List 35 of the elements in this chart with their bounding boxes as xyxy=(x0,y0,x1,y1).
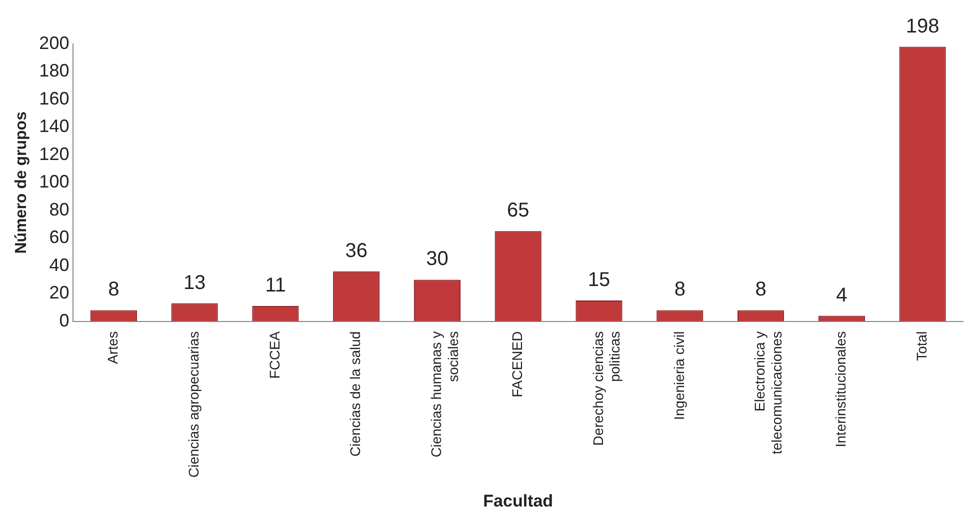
x-tick-label: FCCEA xyxy=(266,330,282,379)
x-tick-label: Derechoy ciencias politicas xyxy=(590,331,623,446)
y-tick-label: 0 xyxy=(59,310,70,330)
x-tick-label: Artes xyxy=(104,331,121,364)
x-tick-label: Electronica y telecomunicaciones xyxy=(752,331,784,454)
x-tick-label: Total xyxy=(913,331,930,361)
y-tick-label: 20 xyxy=(49,282,70,303)
x-tick-label: Ingenieria civil xyxy=(670,331,687,420)
data-label: 30 xyxy=(426,248,448,270)
x-tick-label: Interinstitucionales xyxy=(832,331,849,448)
data-label: 65 xyxy=(506,200,530,222)
y-tick-label: 140 xyxy=(39,116,70,136)
y-tick-label: 160 xyxy=(39,88,70,108)
y-tick-label: 80 xyxy=(49,199,70,220)
y-tick-label: 60 xyxy=(49,227,70,248)
data-label: 8 xyxy=(674,278,686,301)
y-tick-label: 40 xyxy=(49,254,70,275)
x-tick-label: Ciencias de la salud xyxy=(347,331,364,457)
data-label: 8 xyxy=(108,278,120,301)
x-axis-title: Facultad xyxy=(483,491,554,510)
x-tick-label: Ciencias agropecuarias xyxy=(185,331,202,478)
data-label: 11 xyxy=(265,274,286,297)
data-label: 4 xyxy=(836,284,848,306)
y-tick-label: 180 xyxy=(39,60,70,81)
data-label: 36 xyxy=(345,240,368,262)
data-label: 8 xyxy=(755,278,766,301)
x-tick-label: Ciencias humanas y sociales xyxy=(428,331,461,458)
data-label: 15 xyxy=(588,269,610,292)
y-tick-label: 100 xyxy=(39,172,70,192)
y-axis-title: Número de grupos xyxy=(13,111,30,254)
y-tick-label: 200 xyxy=(39,32,70,53)
data-label: 198 xyxy=(906,15,940,38)
x-tick-label: FACENED xyxy=(508,331,525,398)
y-tick-label: 120 xyxy=(39,144,70,164)
data-label: 13 xyxy=(183,272,206,294)
